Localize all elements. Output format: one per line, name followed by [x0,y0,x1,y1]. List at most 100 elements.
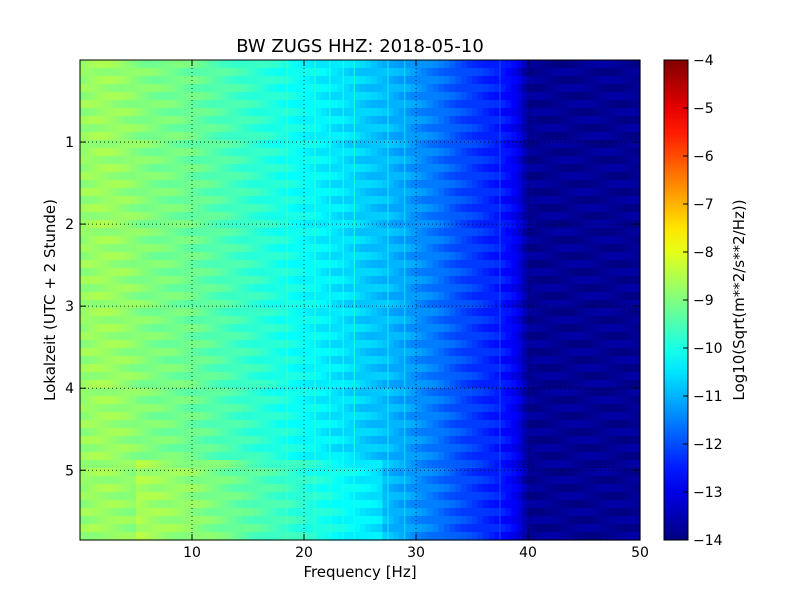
heatmap-cell [119,76,126,85]
heatmap-cell [550,76,557,85]
heatmap-cell [292,228,299,237]
heatmap-cell [360,428,367,437]
heatmap-cell [393,380,400,389]
heatmap-cell [539,92,546,101]
heatmap-cell [124,332,131,341]
heatmap-cell [169,260,176,269]
heatmap-cell [236,172,243,181]
heatmap-cell [315,276,322,285]
heatmap-cell [371,196,378,205]
heatmap-cell [556,356,563,365]
heatmap-cell [214,228,221,237]
heatmap-cell [343,156,350,165]
heatmap-cell [628,108,635,117]
heatmap-cell [460,92,467,101]
heatmap-cell [197,196,204,205]
heatmap-cell [416,292,423,301]
heatmap-cell [225,308,232,317]
heatmap-cell [192,244,199,253]
heatmap-cell [214,156,221,165]
heatmap-cell [444,236,451,245]
heatmap-cell [561,308,568,317]
heatmap-cell [432,356,439,365]
heatmap-cell [80,308,87,317]
heatmap-cell [634,268,641,277]
heatmap-cell [158,204,165,213]
heatmap-cell [332,436,339,445]
heatmap-cell [281,108,288,117]
heatmap-cell [276,356,283,365]
heatmap-cell [634,212,641,221]
heatmap-cell [438,356,445,365]
heatmap-cell [567,324,574,333]
heatmap-cell [432,212,439,221]
heatmap-cell [472,92,479,101]
heatmap-cell [522,172,529,181]
heatmap-cell [147,348,154,357]
heatmap-cell [203,244,210,253]
heatmap-cell [472,140,479,149]
heatmap-cell [612,372,619,381]
heatmap-cell [360,420,367,429]
heatmap-cell [298,244,305,253]
heatmap-cell [197,268,204,277]
heatmap-cell [337,396,344,405]
heatmap-cell [617,244,624,253]
heatmap-cell [432,76,439,85]
heatmap-cell [242,324,249,333]
heatmap-cell [192,300,199,309]
heatmap-cell [298,276,305,285]
heatmap-cell [539,116,546,125]
heatmap-cell [337,124,344,133]
heatmap-cell [276,276,283,285]
heatmap-cell [119,452,126,461]
heatmap-cell [119,284,126,293]
heatmap-cell [108,276,115,285]
heatmap-cell [85,436,92,445]
heatmap-cell [500,404,507,413]
heatmap-cell [567,340,574,349]
heatmap-cell [180,452,187,461]
heatmap-cell [449,396,456,405]
heatmap-cell [371,108,378,117]
heatmap-cell [315,92,322,101]
heatmap-cell [371,452,378,461]
heatmap-cell [298,164,305,173]
heatmap-cell [96,132,103,141]
heatmap-cell [382,364,389,373]
heatmap-cell [186,300,193,309]
heatmap-cell [522,124,529,133]
heatmap-cell [516,132,523,141]
heatmap-cell [556,212,563,221]
heatmap-cell [248,388,255,397]
heatmap-cell [623,244,630,253]
heatmap-cell [186,276,193,285]
heatmap-cell [281,164,288,173]
heatmap-cell [628,404,635,413]
heatmap-cell [550,124,557,133]
heatmap-cell [393,92,400,101]
heatmap-cell [522,420,529,429]
heatmap-cell [600,148,607,157]
heatmap-cell [404,300,411,309]
heatmap-cell [220,124,227,133]
heatmap-cell [505,356,512,365]
heatmap-cell [533,188,540,197]
heatmap-cell [595,404,602,413]
heatmap-cell [354,292,361,301]
heatmap-cell [376,84,383,93]
heatmap-cell [376,316,383,325]
heatmap-cell [567,180,574,189]
heatmap-cell [472,100,479,109]
heatmap-cell [259,100,266,109]
heatmap-cell [477,380,484,389]
heatmap-cell [388,204,395,213]
heatmap-cell [578,100,585,109]
heatmap-cell [444,388,451,397]
heatmap-cell [85,108,92,117]
heatmap-cell [259,132,266,141]
heatmap-cell [376,156,383,165]
heatmap-cell [108,380,115,389]
heatmap-cell [292,332,299,341]
heatmap-cell [572,132,579,141]
